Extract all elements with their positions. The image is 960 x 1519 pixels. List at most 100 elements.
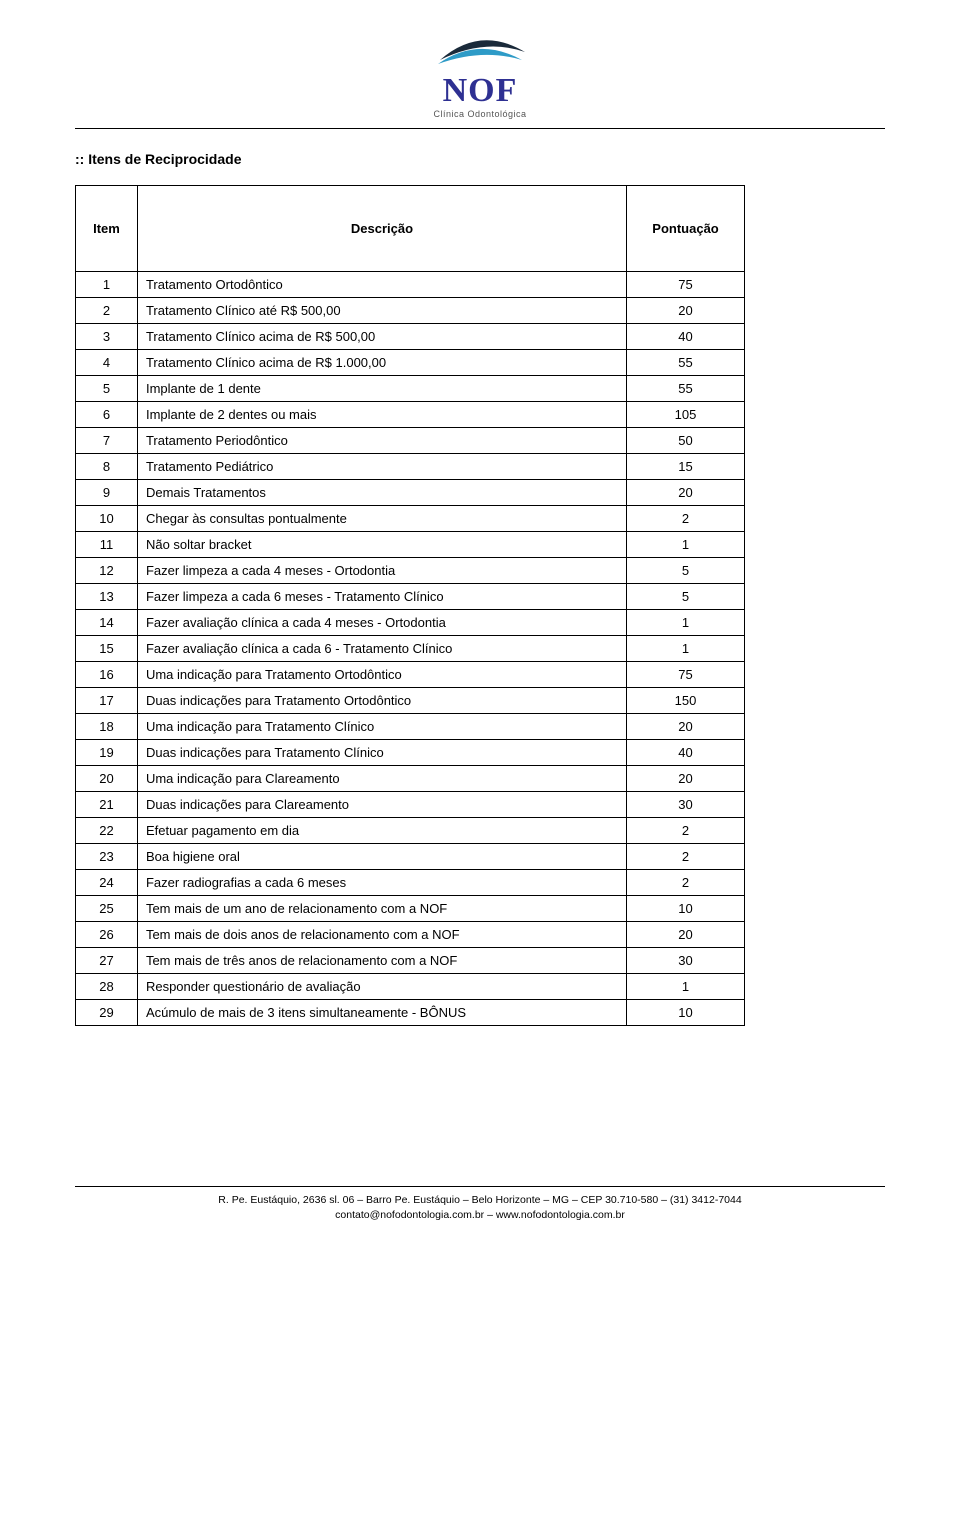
table-row: 15Fazer avaliação clínica a cada 6 - Tra… [76, 635, 745, 661]
cell-item: 29 [76, 999, 138, 1025]
cell-points: 20 [627, 297, 745, 323]
header-rule [75, 128, 885, 129]
table-row: 14Fazer avaliação clínica a cada 4 meses… [76, 609, 745, 635]
cell-item: 11 [76, 531, 138, 557]
cell-item: 25 [76, 895, 138, 921]
table-row: 5Implante de 1 dente55 [76, 375, 745, 401]
cell-item: 28 [76, 973, 138, 999]
cell-item: 13 [76, 583, 138, 609]
cell-item: 4 [76, 349, 138, 375]
cell-points: 30 [627, 947, 745, 973]
cell-item: 26 [76, 921, 138, 947]
table-row: 6Implante de 2 dentes ou mais105 [76, 401, 745, 427]
cell-description: Tem mais de um ano de relacionamento com… [137, 895, 626, 921]
table-row: 9Demais Tratamentos20 [76, 479, 745, 505]
cell-description: Tem mais de dois anos de relacionamento … [137, 921, 626, 947]
cell-points: 105 [627, 401, 745, 427]
table-row: 21Duas indicações para Clareamento30 [76, 791, 745, 817]
table-row: 7Tratamento Periodôntico50 [76, 427, 745, 453]
logo-subtitle: Clínica Odontológica [410, 109, 550, 119]
table-row: 28Responder questionário de avaliação1 [76, 973, 745, 999]
nof-logo: NOF Clínica Odontológica [410, 30, 550, 119]
cell-item: 20 [76, 765, 138, 791]
cell-description: Efetuar pagamento em dia [137, 817, 626, 843]
cell-points: 20 [627, 765, 745, 791]
cell-item: 5 [76, 375, 138, 401]
table-row: 19Duas indicações para Tratamento Clínic… [76, 739, 745, 765]
cell-item: 21 [76, 791, 138, 817]
table-row: 8Tratamento Pediátrico15 [76, 453, 745, 479]
cell-points: 40 [627, 323, 745, 349]
cell-description: Duas indicações para Tratamento Clínico [137, 739, 626, 765]
cell-description: Tratamento Clínico até R$ 500,00 [137, 297, 626, 323]
table-row: 16Uma indicação para Tratamento Ortodônt… [76, 661, 745, 687]
cell-description: Boa higiene oral [137, 843, 626, 869]
cell-item: 12 [76, 557, 138, 583]
cell-item: 24 [76, 869, 138, 895]
cell-points: 75 [627, 661, 745, 687]
table-row: 12Fazer limpeza a cada 4 meses - Ortodon… [76, 557, 745, 583]
page-footer: R. Pe. Eustáquio, 2636 sl. 06 – Barro Pe… [75, 1193, 885, 1225]
cell-item: 14 [76, 609, 138, 635]
cell-points: 1 [627, 973, 745, 999]
cell-description: Tem mais de três anos de relacionamento … [137, 947, 626, 973]
cell-points: 2 [627, 817, 745, 843]
cell-description: Tratamento Ortodôntico [137, 271, 626, 297]
cell-points: 50 [627, 427, 745, 453]
table-row: 10Chegar às consultas pontualmente2 [76, 505, 745, 531]
cell-points: 1 [627, 635, 745, 661]
cell-description: Chegar às consultas pontualmente [137, 505, 626, 531]
table-row: 26Tem mais de dois anos de relacionament… [76, 921, 745, 947]
cell-description: Implante de 1 dente [137, 375, 626, 401]
cell-item: 15 [76, 635, 138, 661]
table-row: 11Não soltar bracket1 [76, 531, 745, 557]
cell-description: Tratamento Periodôntico [137, 427, 626, 453]
cell-points: 1 [627, 531, 745, 557]
cell-points: 10 [627, 895, 745, 921]
logo-swoosh-icon [410, 30, 550, 76]
reciprocity-table: Item Descrição Pontuação 1Tratamento Ort… [75, 185, 745, 1026]
cell-description: Duas indicações para Tratamento Ortodônt… [137, 687, 626, 713]
cell-item: 2 [76, 297, 138, 323]
cell-points: 55 [627, 375, 745, 401]
cell-points: 20 [627, 479, 745, 505]
cell-points: 30 [627, 791, 745, 817]
cell-points: 20 [627, 921, 745, 947]
cell-description: Tratamento Clínico acima de R$ 500,00 [137, 323, 626, 349]
table-row: 24Fazer radiografias a cada 6 meses2 [76, 869, 745, 895]
cell-points: 1 [627, 609, 745, 635]
table-row: 27Tem mais de três anos de relacionament… [76, 947, 745, 973]
footer-address: R. Pe. Eustáquio, 2636 sl. 06 – Barro Pe… [75, 1193, 885, 1209]
cell-points: 2 [627, 869, 745, 895]
table-row: 18Uma indicação para Tratamento Clínico2… [76, 713, 745, 739]
cell-points: 20 [627, 713, 745, 739]
table-row: 20Uma indicação para Clareamento20 [76, 765, 745, 791]
cell-item: 17 [76, 687, 138, 713]
cell-item: 7 [76, 427, 138, 453]
cell-description: Duas indicações para Clareamento [137, 791, 626, 817]
cell-item: 16 [76, 661, 138, 687]
cell-points: 75 [627, 271, 745, 297]
cell-item: 22 [76, 817, 138, 843]
cell-points: 10 [627, 999, 745, 1025]
cell-points: 2 [627, 505, 745, 531]
cell-description: Acúmulo de mais de 3 itens simultaneamen… [137, 999, 626, 1025]
col-header-description: Descrição [137, 185, 626, 271]
table-row: 29Acúmulo de mais de 3 itens simultaneam… [76, 999, 745, 1025]
cell-points: 15 [627, 453, 745, 479]
cell-item: 27 [76, 947, 138, 973]
cell-description: Responder questionário de avaliação [137, 973, 626, 999]
table-row: 13Fazer limpeza a cada 6 meses - Tratame… [76, 583, 745, 609]
cell-points: 5 [627, 583, 745, 609]
table-row: 1Tratamento Ortodôntico75 [76, 271, 745, 297]
footer-contact: contato@nofodontologia.com.br – www.nofo… [75, 1208, 885, 1224]
cell-item: 8 [76, 453, 138, 479]
section-title: :: Itens de Reciprocidade [75, 151, 885, 167]
cell-item: 23 [76, 843, 138, 869]
table-row: 25Tem mais de um ano de relacionamento c… [76, 895, 745, 921]
cell-item: 9 [76, 479, 138, 505]
table-row: 22Efetuar pagamento em dia2 [76, 817, 745, 843]
table-row: 2Tratamento Clínico até R$ 500,0020 [76, 297, 745, 323]
cell-description: Fazer limpeza a cada 6 meses - Tratament… [137, 583, 626, 609]
cell-points: 150 [627, 687, 745, 713]
